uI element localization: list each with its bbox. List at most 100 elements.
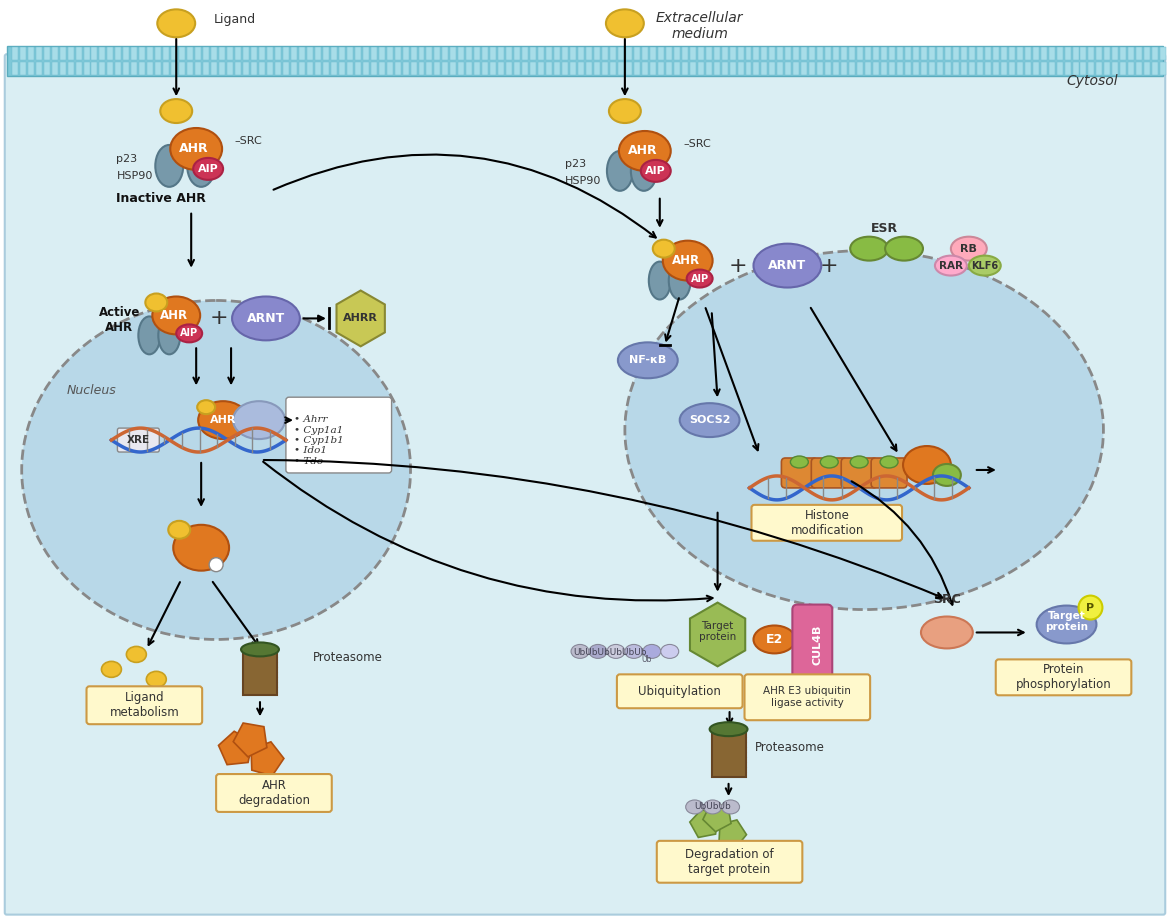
Bar (20, 47, 26, 61)
Bar (99, 62, 105, 75)
Bar (642, 47, 648, 61)
Bar (204, 62, 209, 75)
Text: RB: RB (961, 244, 977, 254)
Bar (1057, 62, 1062, 75)
Bar (961, 47, 966, 61)
Ellipse shape (232, 297, 300, 340)
Ellipse shape (661, 644, 679, 658)
Text: AHRR: AHRR (343, 313, 378, 323)
Bar (913, 62, 918, 75)
Bar (1081, 62, 1087, 75)
Bar (1009, 47, 1014, 61)
Bar (714, 62, 720, 75)
Bar (51, 47, 57, 61)
Ellipse shape (791, 456, 808, 468)
Bar (634, 47, 640, 61)
Bar (825, 62, 831, 75)
Ellipse shape (625, 644, 642, 658)
Bar (929, 62, 935, 75)
Ellipse shape (686, 800, 703, 814)
Bar (977, 47, 983, 61)
Bar (307, 62, 312, 75)
Bar (538, 62, 544, 75)
Bar (147, 47, 153, 61)
Bar (770, 47, 776, 61)
Bar (195, 62, 201, 75)
Bar (1048, 62, 1054, 75)
Bar (873, 62, 879, 75)
Bar (929, 47, 935, 61)
Bar (235, 62, 241, 75)
Bar (730, 47, 736, 61)
Text: ESR: ESR (870, 222, 897, 235)
Bar (722, 47, 728, 61)
Bar (386, 47, 393, 61)
Bar (785, 47, 791, 61)
Bar (35, 62, 42, 75)
Bar (1113, 47, 1119, 61)
Bar (921, 62, 927, 75)
Ellipse shape (641, 160, 670, 182)
Bar (993, 47, 999, 61)
Bar (594, 47, 600, 61)
Bar (952, 47, 959, 61)
Bar (442, 47, 448, 61)
Text: Ligand
metabolism: Ligand metabolism (110, 691, 179, 720)
FancyBboxPatch shape (617, 675, 743, 709)
Text: AHR
degradation: AHR degradation (238, 779, 310, 807)
Bar (562, 47, 569, 61)
Bar (355, 62, 360, 75)
Bar (195, 47, 201, 61)
Bar (379, 62, 385, 75)
Bar (187, 47, 193, 61)
Bar (689, 47, 696, 61)
Bar (1104, 62, 1110, 75)
FancyBboxPatch shape (811, 458, 847, 488)
Ellipse shape (177, 324, 202, 343)
Text: Histone
modification: Histone modification (791, 509, 863, 537)
Bar (897, 47, 903, 61)
Bar (371, 47, 377, 61)
Text: AHR: AHR (209, 415, 236, 425)
Bar (355, 47, 360, 61)
Text: Target
protein: Target protein (1045, 611, 1088, 632)
Ellipse shape (102, 662, 122, 677)
Bar (108, 47, 113, 61)
Bar (76, 62, 82, 75)
Bar (346, 62, 352, 75)
Text: XRE: XRE (126, 435, 150, 445)
Bar (363, 62, 369, 75)
Bar (586, 47, 592, 61)
Bar (841, 62, 847, 75)
Bar (626, 47, 632, 61)
Bar (682, 62, 688, 75)
Ellipse shape (921, 617, 972, 649)
Bar (562, 62, 569, 75)
Bar (697, 62, 703, 75)
Bar (275, 62, 281, 75)
Bar (411, 62, 417, 75)
Bar (945, 47, 951, 61)
Bar (706, 47, 711, 61)
Bar (1057, 47, 1062, 61)
Bar (402, 47, 408, 61)
Bar (985, 47, 991, 61)
Bar (1104, 47, 1110, 61)
Ellipse shape (951, 237, 986, 261)
Ellipse shape (168, 521, 191, 539)
Text: AIP: AIP (198, 164, 219, 174)
Ellipse shape (662, 241, 713, 280)
Bar (937, 47, 943, 61)
Bar (601, 47, 608, 61)
Bar (68, 62, 74, 75)
Ellipse shape (606, 9, 644, 38)
Bar (211, 62, 218, 75)
Bar (91, 62, 97, 75)
FancyBboxPatch shape (216, 774, 332, 811)
Ellipse shape (198, 402, 248, 439)
Bar (1144, 62, 1150, 75)
Bar (99, 47, 105, 61)
Ellipse shape (607, 151, 633, 191)
Bar (586, 62, 592, 75)
Text: Protein
phosphorylation: Protein phosphorylation (1016, 664, 1112, 691)
